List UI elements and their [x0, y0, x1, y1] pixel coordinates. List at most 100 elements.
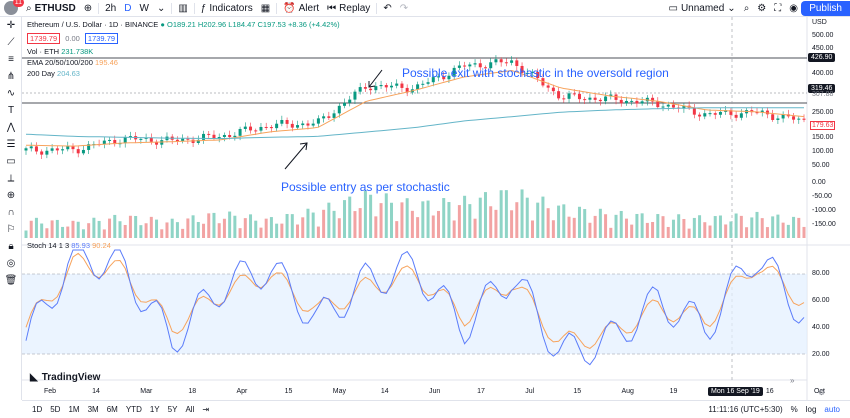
candle-body [614, 94, 618, 100]
range-button-6m[interactable]: 6M [106, 405, 118, 414]
lock-drawings-icon[interactable]: ⚐ [6, 224, 16, 235]
range-button-ytd[interactable]: YTD [125, 405, 142, 414]
candle-body [734, 114, 738, 118]
settings-button[interactable]: ⚙ [753, 0, 770, 17]
volume-bar [170, 218, 174, 238]
legend-title: Ethereum / U.S. Dollar · 1D · BINANCE [27, 20, 159, 29]
horizontal-line-icon[interactable]: ≡ [8, 54, 14, 65]
candle-body [718, 111, 722, 115]
volume-bar [207, 213, 211, 238]
ruler-icon[interactable]: ▭ [6, 156, 16, 167]
brush-icon[interactable]: ∿ [6, 88, 16, 99]
templates-button[interactable]: ▦ [257, 0, 274, 17]
measure-icon[interactable]: ⟂ [7, 173, 15, 184]
volume-bar [55, 219, 59, 238]
volume-bar [45, 228, 49, 238]
pattern-icon[interactable]: ⋀ [6, 122, 16, 133]
zoom-icon[interactable]: ⊕ [6, 190, 16, 201]
volume-bar [577, 206, 581, 238]
legend-volume[interactable]: Vol · ETH 231.738K [27, 47, 93, 56]
exit-annotation[interactable]: Possible exit with stochastic in the ove… [402, 66, 669, 80]
volume-bar [442, 198, 446, 238]
candle-body [332, 113, 336, 118]
price-label: 400.00 [812, 70, 834, 77]
tradingview-logo[interactable]: ◣ TradingView [30, 372, 100, 383]
fullscreen-button[interactable]: ⛶ [770, 0, 785, 17]
volume-bar [431, 215, 435, 238]
candle-body [557, 91, 561, 99]
range-button-3m[interactable]: 3M [87, 405, 99, 414]
user-avatar[interactable]: 11 [4, 0, 24, 15]
legend-stoch[interactable]: Stoch 14 1 3 85.93 90.24 [27, 241, 111, 250]
settings-gear-icon[interactable]: ⚙ [818, 388, 826, 397]
trendline-icon[interactable]: ⟋ [7, 37, 15, 48]
range-button-5d[interactable]: 5D [50, 405, 61, 414]
interval-2h[interactable]: 2h [105, 2, 117, 14]
candle-body [337, 105, 341, 114]
layout-button[interactable]: ▭ Unnamed ⌄ [664, 0, 739, 17]
date-range-icon[interactable]: ⇥ [202, 405, 210, 414]
scroll-to-realtime-icon[interactable]: » [790, 376, 795, 385]
eye-icon[interactable]: ◎ [6, 258, 16, 269]
compare-button[interactable]: ⊕ [80, 0, 96, 17]
range-button-all[interactable]: All [185, 405, 195, 414]
volume-bar [713, 216, 717, 238]
candle-body [123, 137, 127, 144]
range-button-5y[interactable]: 5Y [167, 405, 178, 414]
symbol-search[interactable]: ⌕ ETHUSD [22, 0, 80, 17]
volume-bar [327, 202, 331, 238]
bid-price[interactable]: 1739.79 [27, 33, 61, 44]
trash-icon[interactable]: 🗑︎ [4, 275, 18, 286]
candle-body [729, 110, 733, 115]
magnet-icon[interactable]: ∩ [7, 207, 15, 218]
lock-icon[interactable]: 🔒︎ [8, 241, 14, 252]
range-button-1m[interactable]: 1M [68, 405, 80, 414]
candle-body [588, 97, 592, 100]
pitchfork-icon[interactable]: ⋔ [6, 71, 16, 82]
legend-ma200[interactable]: 200 Day 204.63 [27, 69, 80, 78]
time-axis[interactable]: Feb14Mar18Apr15May14Jun17Jul15Aug19Sep16… [22, 388, 825, 398]
percent-toggle[interactable]: % [790, 405, 798, 414]
fib-icon[interactable]: ☰ [6, 139, 16, 150]
volume-bar [123, 224, 127, 238]
ask-price[interactable]: 1739.79 [84, 33, 119, 44]
price-label: 100.00 [812, 148, 834, 155]
replay-button[interactable]: ⏮ Replay [323, 0, 374, 17]
candle-body [682, 105, 686, 109]
volume-bar [750, 217, 754, 238]
ma200-line [25, 107, 804, 140]
quick-search-button[interactable]: ⌕ [740, 0, 754, 17]
snapshot-button[interactable]: ◉ [785, 0, 802, 17]
text-icon[interactable]: T [7, 105, 15, 116]
fullscreen-icon: ⛶ [774, 2, 782, 14]
indicators-button[interactable]: ƒ Indicators [197, 0, 257, 17]
interval-d[interactable]: D [124, 2, 132, 14]
range-button-1y[interactable]: 1Y [149, 405, 160, 414]
interval-dropdown[interactable]: ⌄ [153, 0, 169, 17]
undo-button[interactable]: ↶ [379, 0, 395, 17]
candle-body [222, 134, 226, 138]
interval-w[interactable]: W [139, 2, 149, 14]
volume-bar [504, 190, 508, 238]
chart-type-button[interactable]: ▥ [174, 0, 191, 17]
range-button-1d[interactable]: 1D [32, 405, 43, 414]
candle-body [525, 72, 529, 74]
ema-value: 195.46 [94, 58, 118, 67]
candle-body [269, 127, 273, 129]
log-toggle[interactable]: log [805, 405, 817, 414]
volume-bar [478, 197, 482, 238]
candle-body [238, 128, 242, 136]
publish-button[interactable]: Publish [801, 1, 850, 16]
currency-label[interactable]: USD [812, 19, 827, 26]
entry-annotation[interactable]: Possible entry as per stochastic [281, 180, 450, 194]
alert-button[interactable]: ⏰ Alert [279, 0, 323, 17]
current-price-tag: 179.63 [810, 121, 836, 130]
auto-toggle[interactable]: auto [824, 405, 840, 414]
candle-body [692, 107, 696, 115]
clock-label[interactable]: 11:11:16 (UTC+5:30) [708, 405, 783, 414]
chart-canvas[interactable] [22, 17, 850, 400]
volume-bar [776, 214, 780, 238]
legend-ema[interactable]: EMA 20/50/100/200 195.46 [27, 58, 118, 67]
crosshair-icon[interactable]: ✛ [6, 20, 16, 31]
redo-button[interactable]: ↷ [396, 0, 412, 17]
